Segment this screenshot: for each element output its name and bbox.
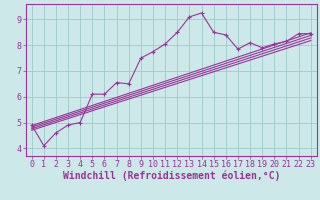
X-axis label: Windchill (Refroidissement éolien,°C): Windchill (Refroidissement éolien,°C) (62, 171, 280, 181)
